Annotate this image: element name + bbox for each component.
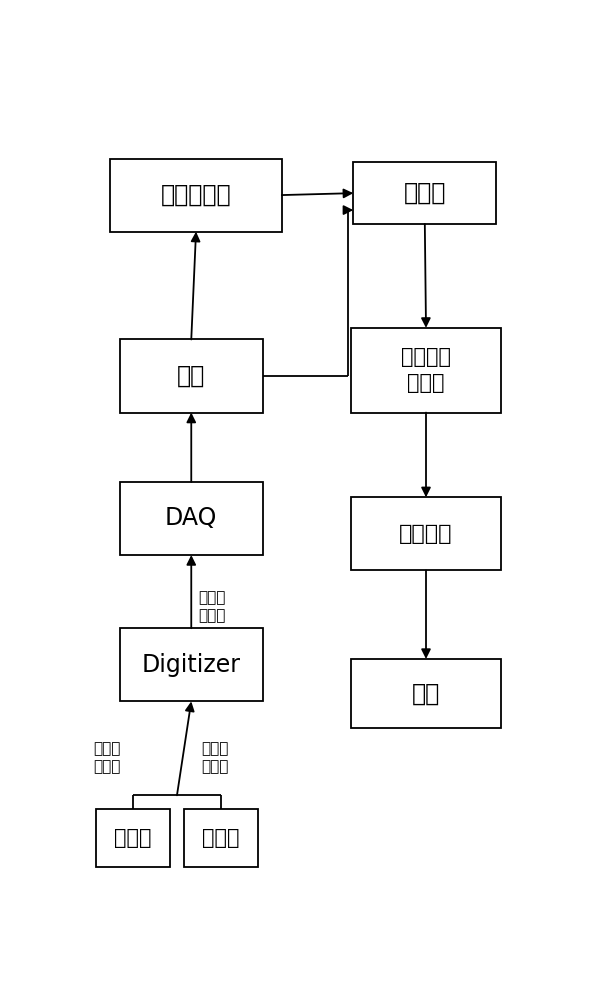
Bar (351, 328, 501, 413)
Text: 模拟脉
冲信号: 模拟脉 冲信号 (200, 741, 228, 774)
Text: Digitizer: Digitizer (142, 653, 240, 677)
Text: DAQ: DAQ (165, 506, 218, 530)
Text: 显示: 显示 (412, 682, 440, 706)
Text: 缓存: 缓存 (177, 364, 205, 388)
Bar (351, 497, 501, 570)
Bar (353, 162, 496, 224)
Bar (110, 158, 282, 232)
Text: 数据库: 数据库 (403, 181, 446, 205)
Bar (120, 482, 263, 555)
Text: 探测器: 探测器 (202, 828, 240, 848)
Text: 探测器: 探测器 (114, 828, 152, 848)
Bar (351, 659, 501, 728)
Bar (120, 339, 263, 413)
Text: 数据预处理: 数据预处理 (161, 183, 231, 207)
Text: 模拟脉
冲信号: 模拟脉 冲信号 (93, 741, 121, 774)
Bar (184, 809, 258, 867)
Text: 数字脉
冲信号: 数字脉 冲信号 (199, 590, 226, 623)
Text: 数据分析: 数据分析 (399, 524, 453, 544)
Bar (120, 628, 263, 701)
Bar (96, 809, 170, 867)
Text: 选择数据
的准则: 选择数据 的准则 (401, 347, 451, 393)
